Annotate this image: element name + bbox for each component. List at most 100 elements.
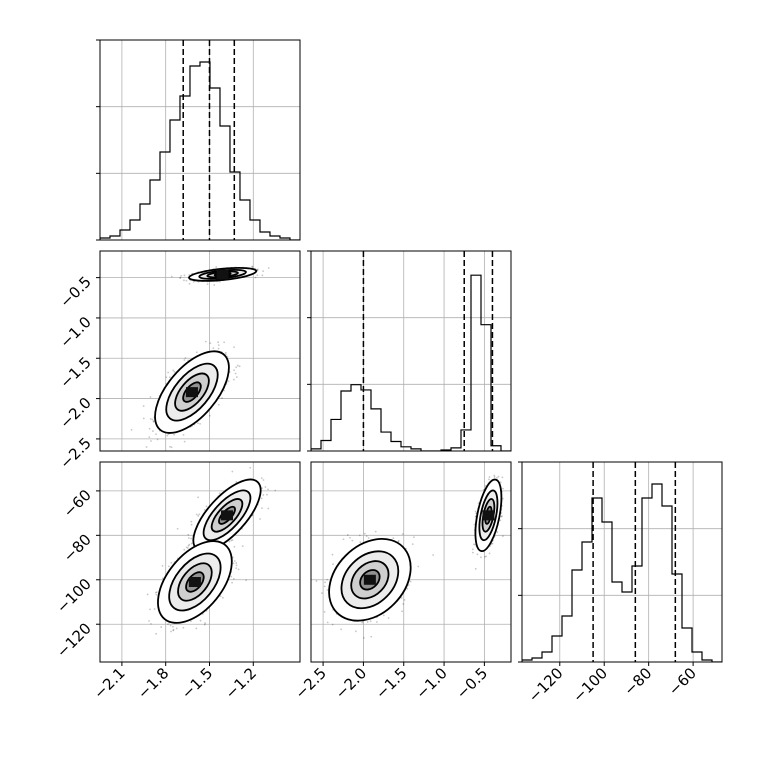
sample-point (173, 371, 176, 373)
histogram-step-line (100, 61, 300, 240)
sample-point (493, 476, 496, 478)
sample-point (332, 563, 334, 566)
x-tick-label: −1.2 (222, 664, 260, 702)
x-tick-label: −80 (620, 664, 655, 699)
sample-point (267, 267, 270, 269)
sample-point (161, 564, 164, 567)
histogram-step-line (311, 274, 511, 451)
sample-point (198, 513, 201, 516)
sample-point (190, 542, 193, 545)
sample-point (167, 371, 170, 374)
sample-point (188, 282, 191, 285)
sample-point (387, 617, 390, 619)
x-tick-label: −1.8 (134, 664, 172, 702)
grid-lines (100, 40, 300, 240)
sample-point (499, 481, 502, 484)
y-tick-label: −1.0 (56, 313, 94, 351)
sample-point (170, 446, 173, 449)
grid-lines (522, 462, 722, 662)
sample-point (512, 493, 514, 495)
sample-point (149, 417, 152, 420)
sample-point (235, 480, 238, 483)
sample-point (187, 544, 190, 547)
sample-point (195, 627, 198, 630)
sample-point (274, 489, 277, 492)
sample-point (235, 366, 238, 369)
sample-point (168, 565, 170, 568)
sample-point (233, 369, 235, 372)
x-tick-label: −60 (665, 664, 700, 699)
y-axis-p2: −2.5−2.0−1.5−1.0−0.5 (56, 273, 100, 472)
sample-point (155, 632, 158, 635)
x-axis-p3: −120 −100 −80 −60 (525, 662, 700, 706)
sample-point (376, 621, 378, 623)
sample-point (476, 553, 479, 556)
sample-point (150, 440, 152, 442)
sample-point (227, 380, 230, 383)
sample-point (213, 284, 216, 286)
sample-point (172, 629, 175, 632)
sample-point (488, 552, 491, 555)
sample-point (502, 487, 504, 490)
histogram-p2 (307, 250, 512, 452)
histogram-p3 (518, 461, 723, 663)
sample-point (409, 580, 412, 583)
sample-point (488, 478, 490, 481)
sample-point (179, 276, 182, 279)
sample-point (326, 621, 329, 624)
y-axis-p3: −120−100−80−60 (53, 486, 100, 661)
y-tick-label: −60 (60, 486, 95, 521)
sample-point (172, 369, 175, 372)
sample-point (331, 623, 334, 626)
sample-point (168, 376, 171, 379)
sample-point (190, 520, 193, 523)
sample-point (208, 414, 211, 417)
sample-point (217, 403, 220, 406)
x-tick-label: −2.1 (90, 664, 128, 702)
sample-point (155, 593, 158, 596)
sample-point (232, 577, 235, 580)
density-peak (482, 510, 495, 521)
sample-point (473, 523, 476, 526)
sample-point (199, 423, 201, 425)
sample-point (236, 364, 239, 367)
sample-point (349, 536, 351, 539)
sample-point (215, 266, 218, 268)
sample-point (369, 620, 372, 623)
panel-border (99, 39, 301, 241)
sample-point (485, 555, 487, 558)
sample-point (142, 405, 145, 407)
sample-point (471, 551, 474, 554)
sample-point (183, 548, 186, 551)
sample-point (473, 543, 475, 546)
sample-point (149, 608, 151, 611)
sample-point (261, 274, 264, 277)
sample-point (403, 599, 406, 601)
sample-point (187, 533, 190, 536)
sample-point (151, 418, 154, 421)
sample-point (167, 623, 169, 626)
sample-point (172, 628, 175, 631)
y-tick-label: −100 (53, 575, 95, 617)
sample-point (406, 587, 409, 590)
sample-point (233, 545, 236, 548)
sample-point (224, 351, 227, 354)
sample-point (231, 470, 234, 473)
sample-point (235, 567, 238, 570)
sample-point (165, 376, 168, 379)
sample-point (235, 376, 238, 378)
sample-point (367, 537, 370, 539)
sample-point (267, 488, 269, 491)
sample-point (251, 266, 254, 269)
sample-point (152, 430, 154, 432)
sample-point (228, 540, 231, 543)
sample-point (501, 497, 504, 500)
density-peak (216, 269, 229, 280)
sample-point (374, 530, 377, 533)
panel-border (99, 250, 301, 452)
y-tick-label: −2.0 (56, 394, 94, 432)
sample-point (496, 477, 498, 479)
density-peak (221, 510, 234, 521)
panel-border (310, 461, 512, 663)
sample-point (218, 492, 221, 495)
